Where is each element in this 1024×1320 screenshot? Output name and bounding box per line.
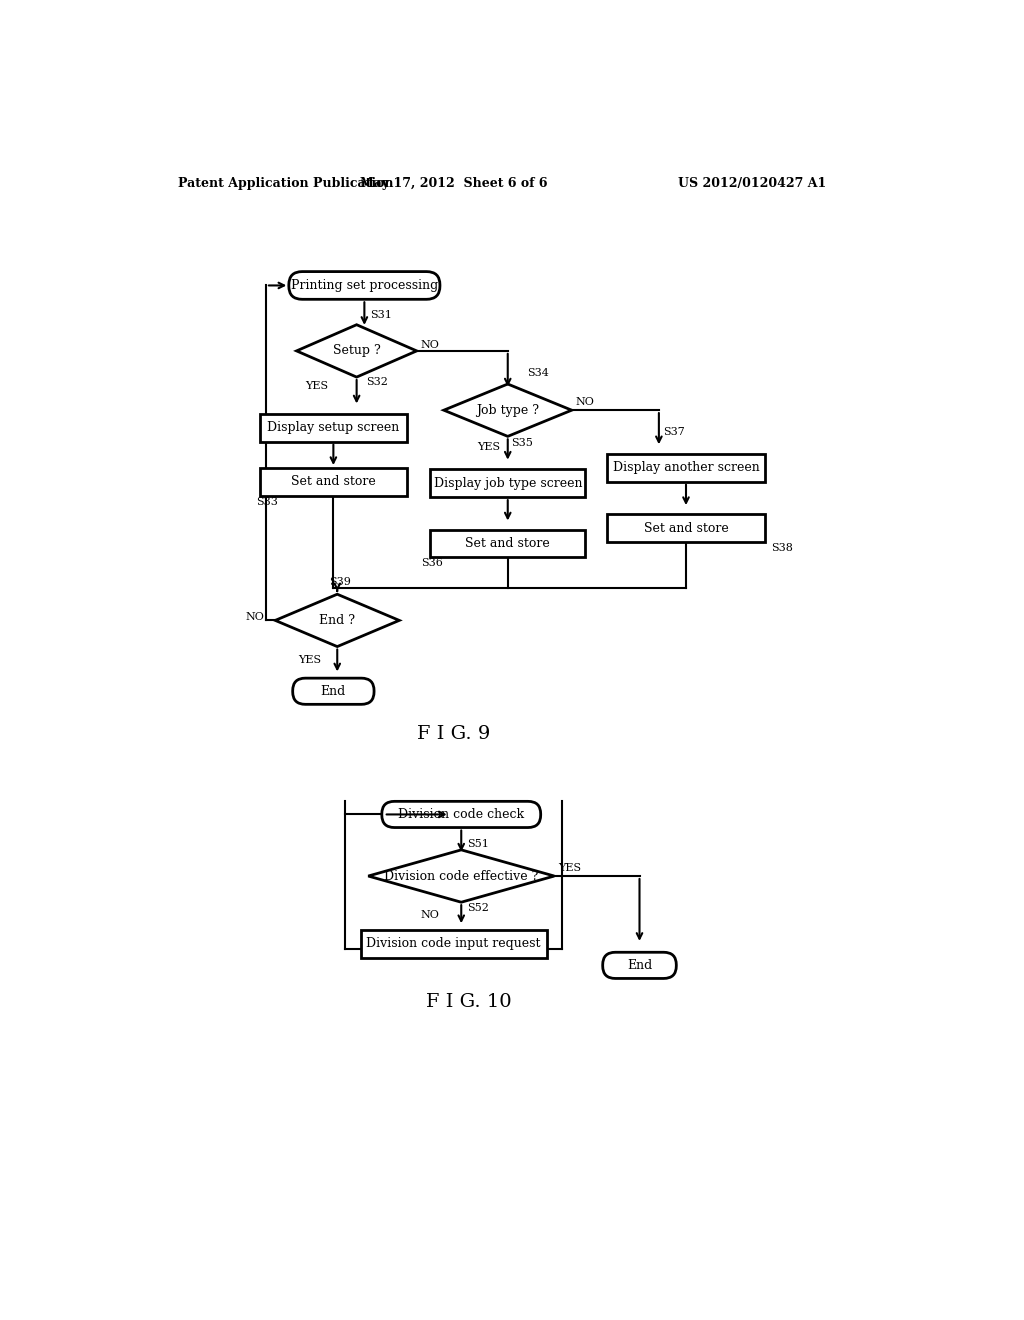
Text: Display setup screen: Display setup screen [267,421,399,434]
Text: S39: S39 [330,577,351,587]
Text: Set and store: Set and store [465,537,550,550]
Text: S51: S51 [467,838,489,849]
Text: NO: NO [421,909,439,920]
Text: S38: S38 [771,543,794,553]
Text: Set and store: Set and store [291,475,376,488]
FancyBboxPatch shape [430,529,586,557]
FancyBboxPatch shape [289,272,440,300]
Text: YES: YES [558,863,582,874]
Text: Patent Application Publication: Patent Application Publication [178,177,394,190]
Text: F I G. 10: F I G. 10 [426,993,512,1011]
FancyBboxPatch shape [293,678,374,705]
Text: S31: S31 [371,310,392,319]
Text: Printing set processing: Printing set processing [291,279,438,292]
Text: Division code effective ?: Division code effective ? [384,870,539,883]
Text: Setup ?: Setup ? [333,345,381,358]
Text: S32: S32 [366,376,388,387]
Text: End: End [627,958,652,972]
Text: NO: NO [246,611,264,622]
Text: Division code input request: Division code input request [367,937,541,950]
Text: Job type ?: Job type ? [476,404,540,417]
Text: S33: S33 [256,496,278,507]
FancyBboxPatch shape [360,929,547,958]
Text: S35: S35 [512,437,534,447]
Text: Division code check: Division code check [398,808,524,821]
FancyBboxPatch shape [606,515,765,543]
Text: F I G. 9: F I G. 9 [417,726,490,743]
Text: Display another screen: Display another screen [612,462,760,474]
Text: S36: S36 [421,558,442,569]
Text: NO: NO [420,339,439,350]
Text: YES: YES [299,656,322,665]
Text: S37: S37 [663,426,684,437]
Text: S34: S34 [527,368,549,379]
Polygon shape [275,594,399,647]
Text: May 17, 2012  Sheet 6 of 6: May 17, 2012 Sheet 6 of 6 [359,177,547,190]
FancyBboxPatch shape [260,414,407,442]
Text: End ?: End ? [319,614,355,627]
Text: NO: NO [575,397,594,408]
FancyBboxPatch shape [260,469,407,496]
Text: S52: S52 [467,903,489,913]
Polygon shape [297,325,417,378]
FancyBboxPatch shape [606,454,765,482]
Polygon shape [369,850,554,903]
Text: Set and store: Set and store [644,521,728,535]
Text: Display job type screen: Display job type screen [433,477,582,490]
Polygon shape [443,384,571,437]
Text: YES: YES [477,442,500,453]
FancyBboxPatch shape [603,952,676,978]
FancyBboxPatch shape [382,801,541,828]
Text: End: End [321,685,346,698]
FancyBboxPatch shape [430,470,586,498]
Text: US 2012/0120427 A1: US 2012/0120427 A1 [678,177,826,190]
Text: YES: YES [305,381,328,391]
